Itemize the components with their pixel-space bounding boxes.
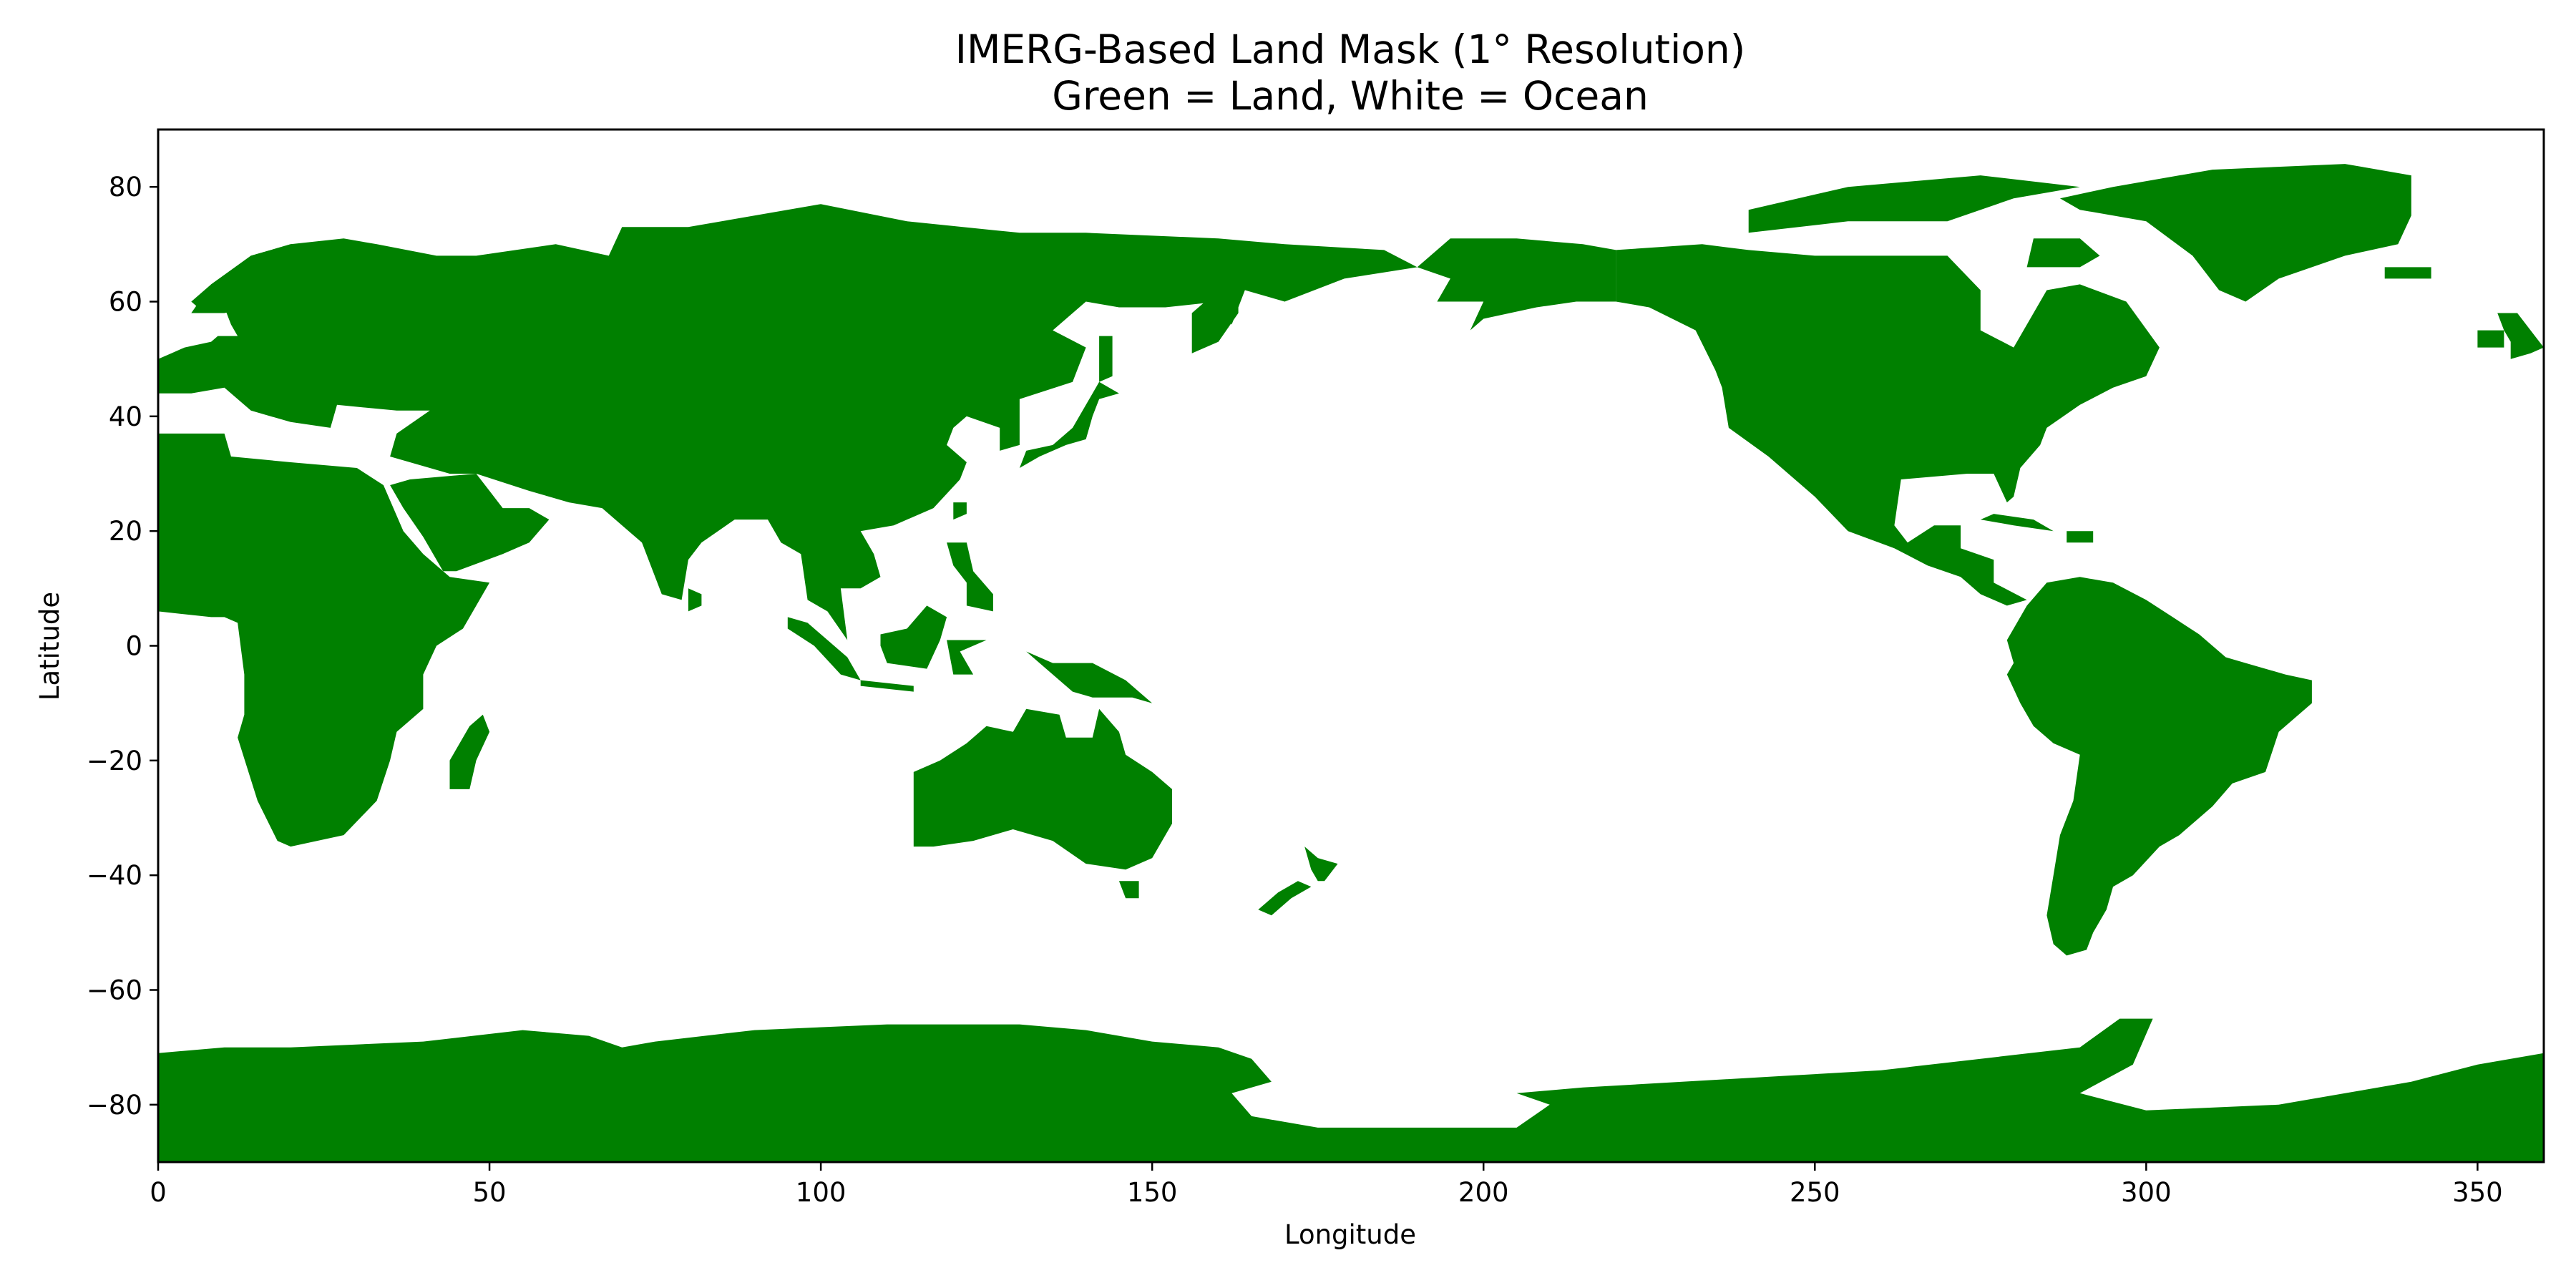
x-tick-label: 250	[1790, 1177, 1840, 1208]
y-axis-label: Latitude	[34, 592, 65, 701]
land-region-alaska	[1417, 238, 1616, 331]
y-tick-label: 60	[109, 287, 142, 318]
x-tick-label: 100	[796, 1177, 847, 1208]
land-region-philippines	[947, 542, 993, 612]
land-region-hispaniola	[2067, 531, 2094, 543]
land-region-africa	[158, 433, 490, 847]
land-region-great-britain	[2497, 313, 2544, 359]
land-region-new-zealand-s	[1258, 881, 1312, 916]
land-region-new-guinea	[1026, 651, 1153, 703]
y-tick-label: −80	[87, 1090, 142, 1121]
x-axis-ticks: 0 50 100 150 200 250 300 350	[150, 1162, 2503, 1208]
y-axis-ticks: 80 60 40 20 0 −20 −40 −60 −80	[87, 172, 158, 1121]
land-region-antarctica	[158, 1018, 2544, 1162]
land-region-greenland	[2059, 164, 2411, 302]
y-tick-label: 80	[109, 172, 142, 203]
x-axis-label: Longitude	[1284, 1219, 1416, 1250]
y-tick-label: 0	[125, 631, 142, 662]
x-tick-label: 350	[2452, 1177, 2503, 1208]
land-region-kamchatka	[1191, 290, 1239, 353]
land-region-madagascar	[449, 714, 490, 789]
land-region-europe-asia	[158, 204, 1418, 640]
land-region-south-america	[2006, 577, 2312, 956]
land-region-scandinavia-fill	[191, 244, 344, 313]
y-tick-label: −60	[87, 975, 142, 1006]
land-region-taiwan	[953, 502, 967, 520]
land-region-arabia	[390, 474, 550, 572]
chart-subtitle: Green = Land, White = Ocean	[1052, 73, 1649, 119]
x-tick-label: 300	[2121, 1177, 2172, 1208]
land-region-sakhalin	[1099, 336, 1113, 382]
y-tick-label: −40	[87, 860, 142, 891]
land-region-new-zealand-n	[1304, 847, 1338, 882]
y-tick-label: 40	[109, 401, 142, 432]
land-region-sulawesi	[947, 640, 987, 675]
land-region-north-america	[1616, 244, 2160, 606]
land-region-cuba	[1980, 514, 2054, 532]
land-region-sumatra	[787, 617, 861, 680]
land-region-java	[860, 680, 914, 692]
x-tick-label: 50	[473, 1177, 507, 1208]
x-tick-label: 0	[150, 1177, 167, 1208]
land-region-baffin	[2026, 238, 2100, 268]
land-region-sri-lanka	[688, 588, 702, 612]
land-region-iceland	[2384, 267, 2431, 279]
land-region-borneo	[880, 605, 947, 669]
y-tick-label: 20	[109, 516, 142, 547]
land-region-ireland	[2477, 330, 2504, 348]
y-tick-label: −20	[87, 746, 142, 776]
x-tick-label: 200	[1458, 1177, 1509, 1208]
land-region-australia	[913, 708, 1172, 870]
plot-area	[158, 130, 2544, 1162]
land-mask	[158, 164, 2544, 1162]
land-region-tasmania	[1118, 881, 1139, 899]
chart-title: IMERG-Based Land Mask (1° Resolution)	[955, 26, 1746, 72]
land-region-arctic-archipelago	[1748, 175, 2080, 233]
land-region-japan	[1019, 381, 1119, 468]
x-tick-label: 150	[1127, 1177, 1178, 1208]
